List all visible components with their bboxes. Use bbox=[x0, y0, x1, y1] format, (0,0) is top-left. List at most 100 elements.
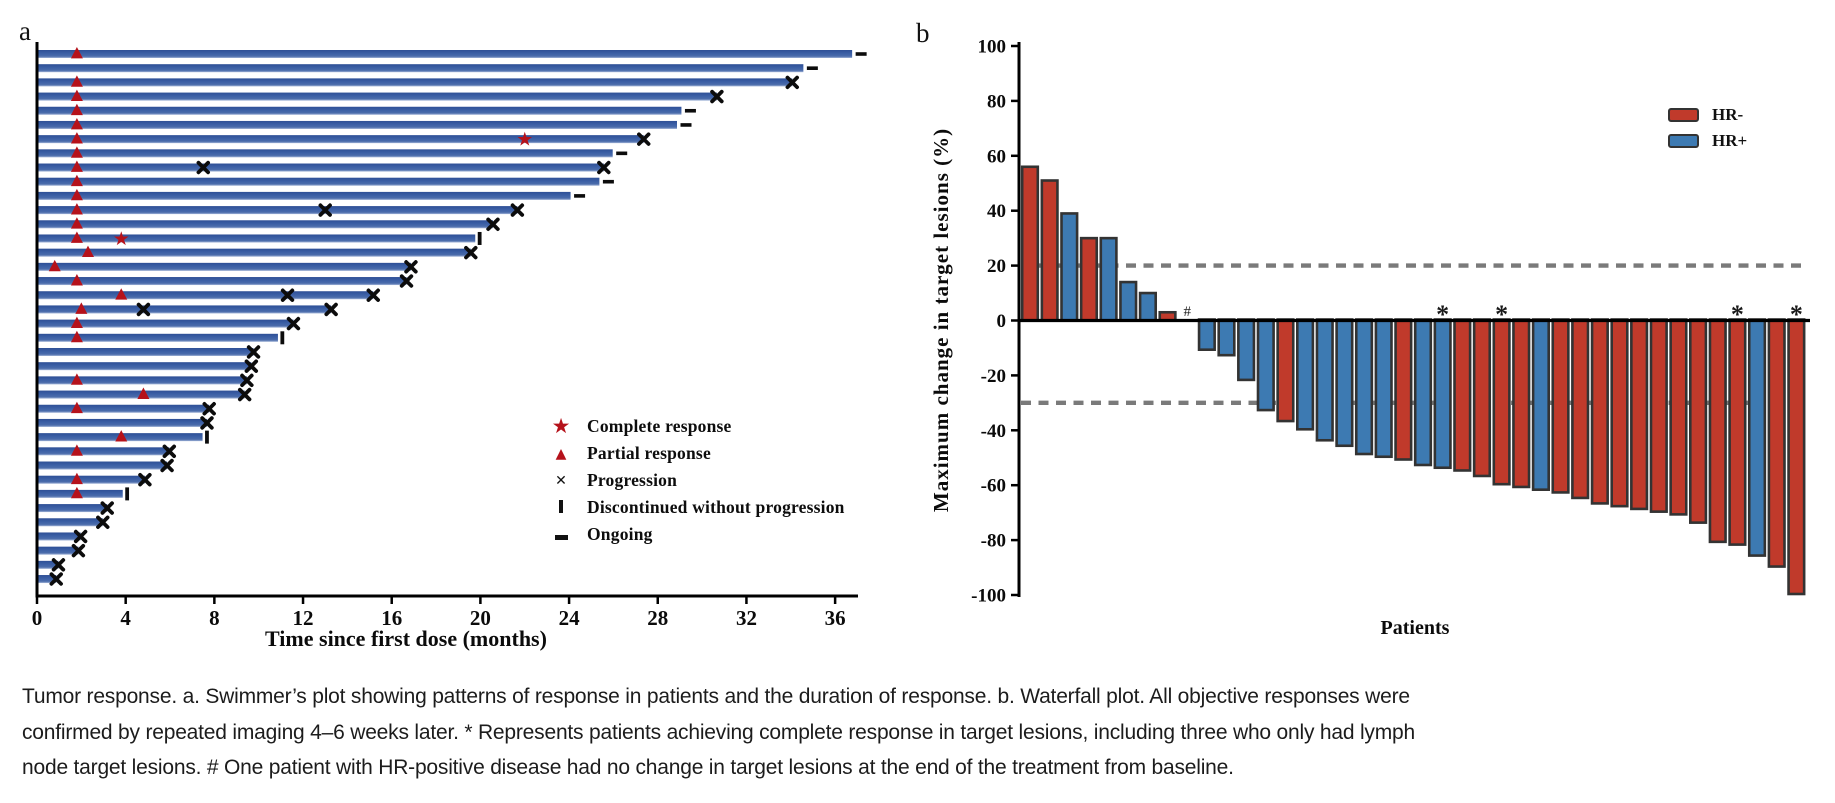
progression-x-icon bbox=[100, 501, 114, 515]
progression-x-icon bbox=[96, 515, 110, 529]
waterfall-y-axis-title: Maximum change in target lesions (%) bbox=[929, 128, 953, 512]
partial-response-triangle-icon bbox=[70, 316, 83, 329]
partial-response-triangle-icon bbox=[70, 231, 83, 243]
progression-x-icon bbox=[162, 444, 177, 459]
progression-x-icon bbox=[286, 316, 301, 331]
progression-x-icon bbox=[637, 132, 651, 146]
partial-response-triangle-icon bbox=[137, 387, 150, 399]
swimmer-bar bbox=[38, 305, 332, 314]
legend-item-hr-positive: HR+ bbox=[1668, 131, 1747, 151]
swimmer-bar bbox=[38, 447, 170, 456]
progression-x-icon bbox=[399, 274, 414, 288]
y-tick-label: -40 bbox=[981, 421, 1006, 442]
legend-item-complete-response: ★ Complete response bbox=[546, 413, 845, 440]
progression-x-icon bbox=[160, 458, 174, 473]
partial-response-triangle-icon bbox=[70, 117, 83, 130]
swimmer-bar bbox=[38, 78, 793, 87]
progression-x-icon bbox=[324, 302, 338, 317]
y-tick-label: 40 bbox=[987, 201, 1006, 222]
waterfall-bar bbox=[1630, 318, 1649, 511]
progression-x-icon bbox=[464, 245, 478, 260]
swimmer-bar bbox=[38, 234, 476, 243]
swimmer-bar bbox=[38, 50, 853, 58]
swimmer-bar bbox=[38, 120, 677, 129]
waterfall-bar bbox=[1256, 318, 1275, 412]
swimmer-bar bbox=[38, 191, 571, 200]
swimmer-plot: 0 4 8 12 16 20 24 28 32 36 ★ ★ bbox=[32, 42, 867, 630]
swimmer-bar bbox=[38, 418, 207, 427]
waterfall-bar bbox=[1040, 179, 1059, 322]
figure-caption: Tumor response. a. Swimmer’s plot showin… bbox=[22, 679, 1822, 786]
legend-label: Partial response bbox=[587, 443, 711, 463]
waterfall-plot: # * * * * 100 80 60 40 20 0 -20 -40 -60 -80 -100 bbox=[971, 37, 1810, 607]
partial-response-triangle-icon bbox=[70, 89, 83, 101]
discontinued-bar-icon bbox=[477, 231, 482, 245]
waterfall-bar bbox=[1217, 318, 1236, 357]
progression-x-icon bbox=[71, 543, 86, 558]
progression-x-icon bbox=[202, 402, 216, 416]
waterfall-bar bbox=[1237, 318, 1256, 382]
swimmer-x-axis-title: Time since first dose (months) bbox=[265, 626, 547, 651]
swimmer-bar bbox=[38, 546, 79, 555]
complete-response-star-icon: ★ bbox=[551, 414, 571, 438]
x-tick-label: 16 bbox=[381, 606, 402, 630]
waterfall-bar bbox=[1787, 318, 1806, 596]
waterfall-bar bbox=[1079, 236, 1099, 322]
ongoing-dash-icon bbox=[680, 123, 692, 127]
complete-response-asterisk: * bbox=[1790, 300, 1803, 329]
partial-response-triangle-icon bbox=[70, 330, 83, 343]
progression-x-icon bbox=[280, 288, 295, 302]
progression-x-icon bbox=[196, 160, 210, 175]
complete-response-asterisk: * bbox=[1731, 300, 1744, 329]
partial-response-triangle-icon bbox=[70, 373, 83, 385]
swimmer-bar bbox=[38, 532, 81, 541]
partial-response-triangle-icon bbox=[70, 472, 83, 485]
waterfall-bar bbox=[1610, 318, 1629, 508]
partial-response-triangle-icon bbox=[70, 75, 83, 87]
swimmer-bar bbox=[38, 163, 604, 172]
x-tick-label: 12 bbox=[293, 606, 314, 630]
waterfall-bar bbox=[1413, 318, 1433, 467]
swimmer-bar bbox=[38, 560, 59, 569]
panel-b-label: b bbox=[916, 18, 930, 48]
discontinued-bar-icon bbox=[205, 430, 209, 444]
progression-x-icon bbox=[240, 373, 254, 388]
swimmer-bar bbox=[38, 106, 682, 115]
y-tick-label: 0 bbox=[997, 311, 1007, 332]
progression-x-icon bbox=[237, 387, 252, 402]
partial-response-triangle-icon bbox=[115, 288, 128, 300]
x-tick-label: 20 bbox=[470, 606, 491, 630]
waterfall-bar bbox=[1433, 318, 1452, 470]
complete-response-star-icon: ★ bbox=[113, 228, 130, 250]
waterfall-x-axis-title: Patients bbox=[1381, 617, 1450, 639]
partial-response-triangle-icon bbox=[70, 103, 83, 116]
progression-x-icon bbox=[318, 203, 332, 217]
waterfall-bar bbox=[1354, 318, 1374, 456]
y-tick-label: 60 bbox=[987, 146, 1006, 167]
caption-line-2: confirmed by repeated imaging 4–6 weeks … bbox=[22, 720, 1415, 744]
swimmer-bar bbox=[38, 291, 374, 300]
waterfall-bar bbox=[1728, 318, 1747, 546]
partial-response-triangle-icon bbox=[70, 47, 83, 59]
y-tick-label: 80 bbox=[987, 91, 1006, 112]
legend-label: Progression bbox=[587, 470, 678, 490]
x-tick-label: 0 bbox=[32, 606, 43, 630]
complete-response-asterisk: * bbox=[1495, 300, 1508, 329]
y-tick-label: 100 bbox=[978, 37, 1007, 58]
ongoing-dash-icon bbox=[806, 66, 818, 70]
legend-item-ongoing: Ongoing bbox=[546, 521, 845, 548]
y-tick-label: -100 bbox=[971, 586, 1006, 607]
discontinued-bar-icon bbox=[546, 499, 576, 516]
waterfall-bar bbox=[1531, 318, 1550, 491]
swimmer-bar bbox=[38, 376, 247, 385]
progression-x-icon bbox=[486, 217, 500, 231]
waterfall-bar bbox=[1276, 318, 1295, 423]
complete-response-asterisk: * bbox=[1436, 300, 1449, 329]
partial-response-triangle-icon bbox=[75, 302, 88, 314]
swimmer-bar bbox=[38, 206, 518, 215]
waterfall-bar bbox=[1197, 318, 1216, 351]
x-tick-label: 4 bbox=[120, 606, 131, 630]
waterfall-bar bbox=[1374, 318, 1393, 459]
swimmer-bar bbox=[38, 92, 717, 101]
legend-item-progression: ✕ Progression bbox=[546, 467, 845, 494]
